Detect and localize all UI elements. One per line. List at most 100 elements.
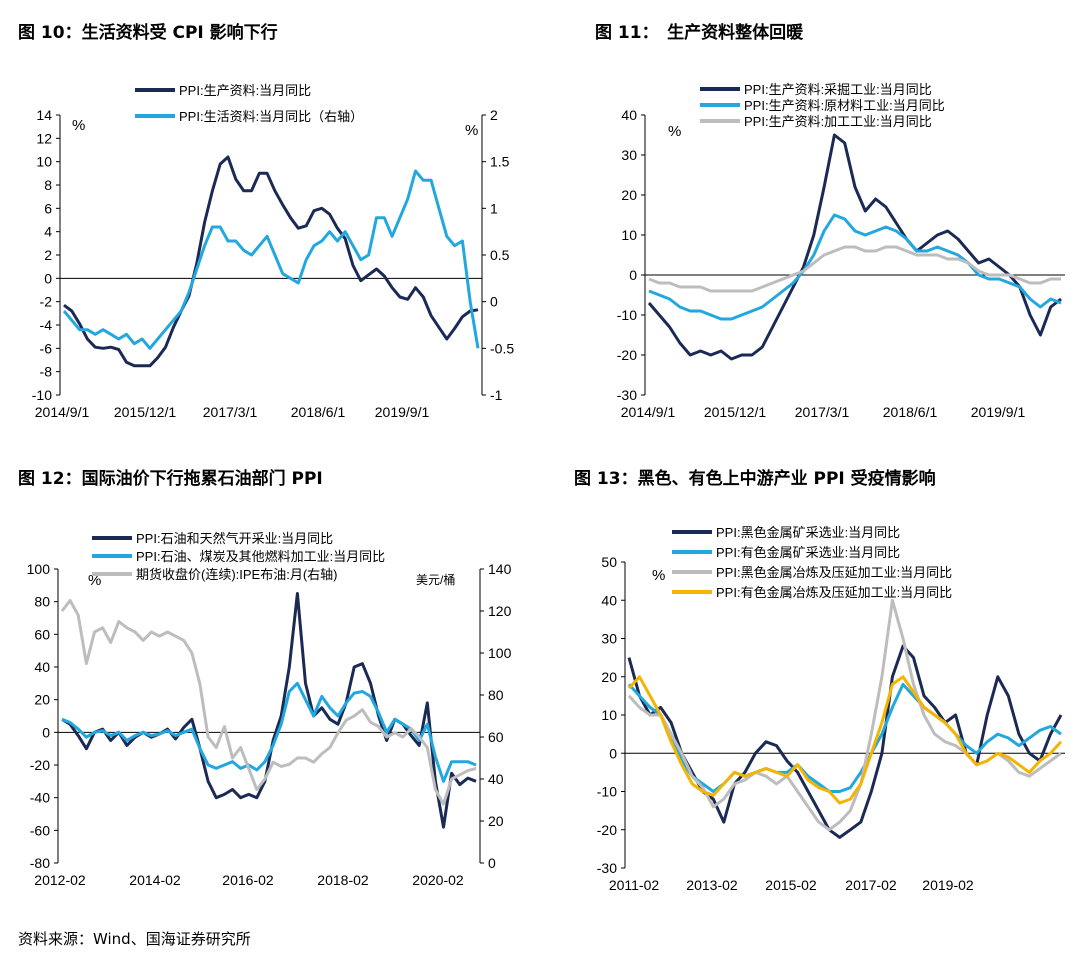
left-tick-label: 60 <box>34 626 50 642</box>
source-note: 资料来源：Wind、国海证券研究所 <box>18 930 251 948</box>
figure-11-title: 图 11： 生产资料整体回暖 <box>595 23 804 43</box>
left-tick-label: 0 <box>44 270 52 286</box>
x-tick-label: 2017/3/1 <box>203 404 258 420</box>
left-tick-label: -60 <box>30 822 50 838</box>
left-tick-label: -6 <box>40 340 53 356</box>
right-tick-label: 120 <box>488 603 512 619</box>
right-axis-unit: % <box>465 122 478 139</box>
legend-label-3: PPI:黑色金属冶炼及压延加工业:当月同比 <box>716 565 952 580</box>
series-line-3 <box>60 599 477 806</box>
series-line-2 <box>61 681 477 783</box>
x-tick-label: 2019/9/1 <box>971 404 1026 420</box>
x-tick-label: 2019/9/1 <box>375 404 430 420</box>
legend-label-3: 期货收盘价(连续):IPE布油:月(右轴) <box>136 567 338 582</box>
x-tick-label: 2019-02 <box>922 877 974 893</box>
x-tick-label: 2015/12/1 <box>704 404 766 420</box>
series-line-1 <box>61 592 477 829</box>
left-axis-unit: % <box>668 123 681 140</box>
left-tick-label: 10 <box>36 154 52 170</box>
left-tick-label: 40 <box>34 659 50 675</box>
x-tick-label: 2014/9/1 <box>621 404 676 420</box>
legend-label-2: PPI:生活资料:当月同比（右轴） <box>179 109 363 124</box>
x-tick-label: 2013-02 <box>686 877 738 893</box>
series-line-2 <box>627 682 1062 793</box>
left-tick-label: 6 <box>44 200 52 216</box>
right-tick-label: 80 <box>488 687 504 703</box>
right-tick-label: 2 <box>490 107 498 123</box>
right-tick-label: -1 <box>490 387 503 403</box>
figure-13-title: 图 13：黑色、有色上中游产业 PPI 受疫情影响 <box>574 469 936 489</box>
left-tick-label: -4 <box>40 317 53 333</box>
right-tick-label: 20 <box>488 813 504 829</box>
left-tick-label: 2 <box>44 247 52 263</box>
left-tick-label: -40 <box>30 790 50 806</box>
left-tick-label: 20 <box>601 669 617 685</box>
legend-label-1: PPI:石油和天然气开采业:当月同比 <box>136 531 333 546</box>
left-tick-label: 0 <box>629 267 637 283</box>
x-tick-label: 2015-02 <box>765 877 817 893</box>
figure-10-title: 图 10：生活资料受 CPI 影响下行 <box>18 23 278 43</box>
left-tick-label: -8 <box>40 364 53 380</box>
left-tick-label: -30 <box>597 860 617 876</box>
x-tick-label: 2016-02 <box>222 872 274 888</box>
x-tick-label: 2018-02 <box>317 872 369 888</box>
left-tick-label: 40 <box>621 107 637 123</box>
x-tick-label: 2011-02 <box>609 877 660 893</box>
legend-label-4: PPI:有色金属冶炼及压延加工业:当月同比 <box>716 585 952 600</box>
legend-label-1: PPI:生产资料:当月同比 <box>179 83 311 98</box>
right-tick-label: -0.5 <box>490 340 514 356</box>
left-tick-label: 40 <box>601 592 617 608</box>
left-tick-label: -2 <box>40 294 53 310</box>
left-tick-label: 0 <box>42 724 50 740</box>
left-axis-unit: % <box>88 572 101 589</box>
x-tick-label: 2014-02 <box>129 872 181 888</box>
left-tick-label: 8 <box>44 177 52 193</box>
right-tick-label: 60 <box>488 729 504 745</box>
left-tick-label: 4 <box>44 224 52 240</box>
right-tick-label: 1.5 <box>490 154 510 170</box>
series-line-4 <box>627 675 1063 805</box>
series-line-1 <box>63 155 479 368</box>
right-tick-label: 40 <box>488 771 504 787</box>
legend-label-2: PPI:有色金属矿采选业:当月同比 <box>716 545 900 560</box>
left-tick-label: -30 <box>617 387 637 403</box>
legend-label-2: PPI:石油、煤炭及其他燃料加工业:当月同比 <box>136 549 385 564</box>
left-tick-label: -80 <box>30 855 50 871</box>
x-tick-label: 2020-02 <box>412 872 464 888</box>
x-tick-label: 2015/12/1 <box>114 404 176 420</box>
x-tick-label: 2017/3/1 <box>795 404 850 420</box>
left-tick-label: 0 <box>609 745 617 761</box>
right-tick-label: 140 <box>488 561 512 577</box>
right-axis-unit: 美元/桶 <box>416 572 455 587</box>
x-tick-label: 2014/9/1 <box>35 404 90 420</box>
left-tick-label: 100 <box>27 561 51 577</box>
x-tick-label: 2018/6/1 <box>291 404 346 420</box>
left-tick-label: 80 <box>34 594 50 610</box>
legend-label-3: PPI:生产资料:加工工业:当月同比 <box>744 114 932 129</box>
series-line-3 <box>627 598 1062 832</box>
right-tick-label: 100 <box>488 645 512 661</box>
left-tick-label: 20 <box>621 187 637 203</box>
left-tick-label: -10 <box>617 307 637 323</box>
left-tick-label: 30 <box>621 147 637 163</box>
series-line-1 <box>647 133 1062 361</box>
left-tick-label: -10 <box>597 784 617 800</box>
left-tick-label: 30 <box>601 631 617 647</box>
left-tick-label: -20 <box>30 757 50 773</box>
left-tick-label: 10 <box>621 227 637 243</box>
x-tick-label: 2012-02 <box>34 872 86 888</box>
series-line-2 <box>648 213 1062 321</box>
legend-label-1: PPI:生产资料:采掘工业:当月同比 <box>744 82 932 97</box>
left-tick-label: 20 <box>34 692 50 708</box>
legend-label-2: PPI:生产资料:原材料工业:当月同比 <box>744 98 945 113</box>
series-line-2 <box>62 169 480 350</box>
left-axis-unit: % <box>652 567 665 584</box>
left-axis-unit: % <box>72 117 85 134</box>
right-tick-label: 0 <box>488 855 496 871</box>
left-tick-label: 14 <box>36 107 52 123</box>
left-tick-label: 50 <box>601 554 617 570</box>
series-line-3 <box>648 245 1061 293</box>
